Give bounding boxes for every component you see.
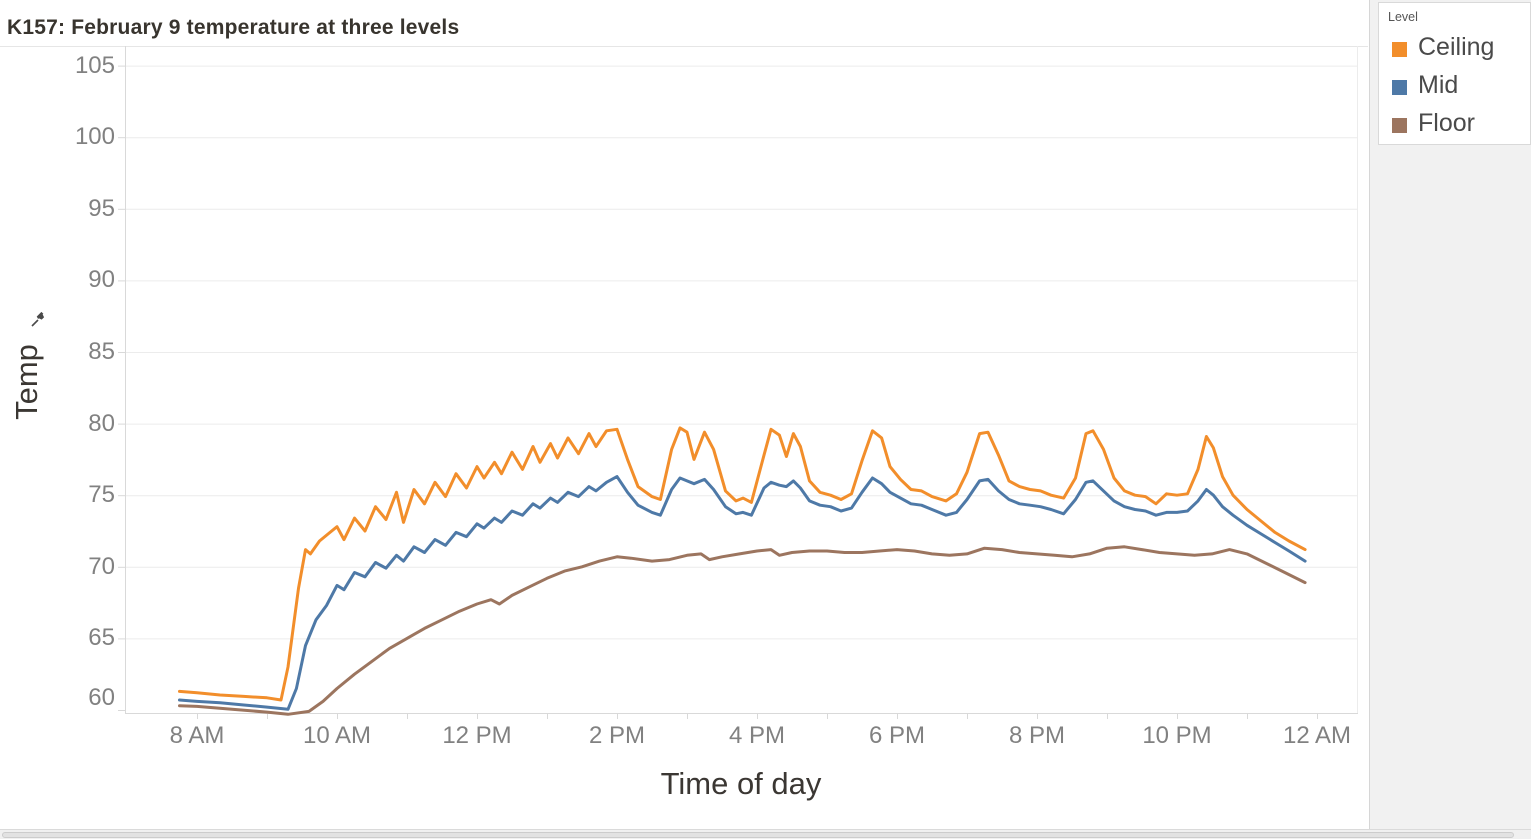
- series-line-mid[interactable]: [178, 475, 1307, 711]
- mid-swatch-icon: [1392, 80, 1407, 95]
- x-tick-label: 10 AM: [302, 722, 372, 749]
- legend-panel: Level Ceiling Mid Floor: [1369, 0, 1531, 830]
- legend-item-label: Mid: [1418, 71, 1459, 99]
- x-tick-label: 8 AM: [169, 722, 225, 749]
- y-tick-label: 105: [74, 51, 115, 79]
- x-tick-label: 12 PM: [442, 722, 512, 749]
- legend-title: Level: [1388, 10, 1418, 24]
- legend-item-label: Floor: [1418, 109, 1475, 137]
- legend-item-floor[interactable]: Floor: [1379, 107, 1530, 145]
- scrollbar-thumb[interactable]: [2, 832, 1514, 838]
- legend-item-ceiling[interactable]: Ceiling: [1379, 31, 1530, 69]
- y-tick-label: 75: [88, 481, 115, 509]
- x-tick-label: 12 AM: [1282, 722, 1352, 749]
- y-axis-title: Temp: [9, 344, 44, 420]
- axis-pin-icon: [31, 311, 45, 327]
- y-tick-label: 70: [88, 552, 115, 580]
- y-tick-label: 60: [88, 684, 115, 711]
- x-tick-label: 10 PM: [1142, 722, 1212, 749]
- y-tick-label: 95: [88, 194, 115, 222]
- title-separator: [0, 46, 1368, 47]
- x-axis-title: Time of day: [660, 766, 822, 801]
- y-tick-label: 90: [88, 266, 115, 294]
- horizontal-scrollbar[interactable]: [0, 829, 1531, 839]
- plot-area: [118, 46, 1358, 719]
- x-tick-label: 4 PM: [728, 722, 785, 749]
- chart-region: K157: February 9 temperature at three le…: [0, 16, 1368, 801]
- x-tick-label: 8 PM: [1008, 722, 1065, 749]
- series-line-floor[interactable]: [178, 545, 1307, 716]
- legend-card: Level Ceiling Mid Floor: [1378, 2, 1531, 145]
- y-tick-label: 85: [88, 338, 115, 365]
- x-tick-label: 2 PM: [588, 722, 645, 749]
- series-line-ceiling[interactable]: [178, 426, 1307, 702]
- ceiling-swatch-icon: [1392, 42, 1407, 57]
- x-tick-label: 6 PM: [868, 722, 925, 749]
- legend-item-label: Ceiling: [1418, 33, 1495, 61]
- y-tick-label: 65: [88, 624, 115, 652]
- chart-title: K157: February 9 temperature at three le…: [7, 16, 460, 39]
- floor-swatch-icon: [1392, 118, 1407, 133]
- y-tick-label: 80: [88, 409, 115, 437]
- legend-item-mid[interactable]: Mid: [1379, 69, 1530, 107]
- y-tick-label: 100: [74, 123, 115, 151]
